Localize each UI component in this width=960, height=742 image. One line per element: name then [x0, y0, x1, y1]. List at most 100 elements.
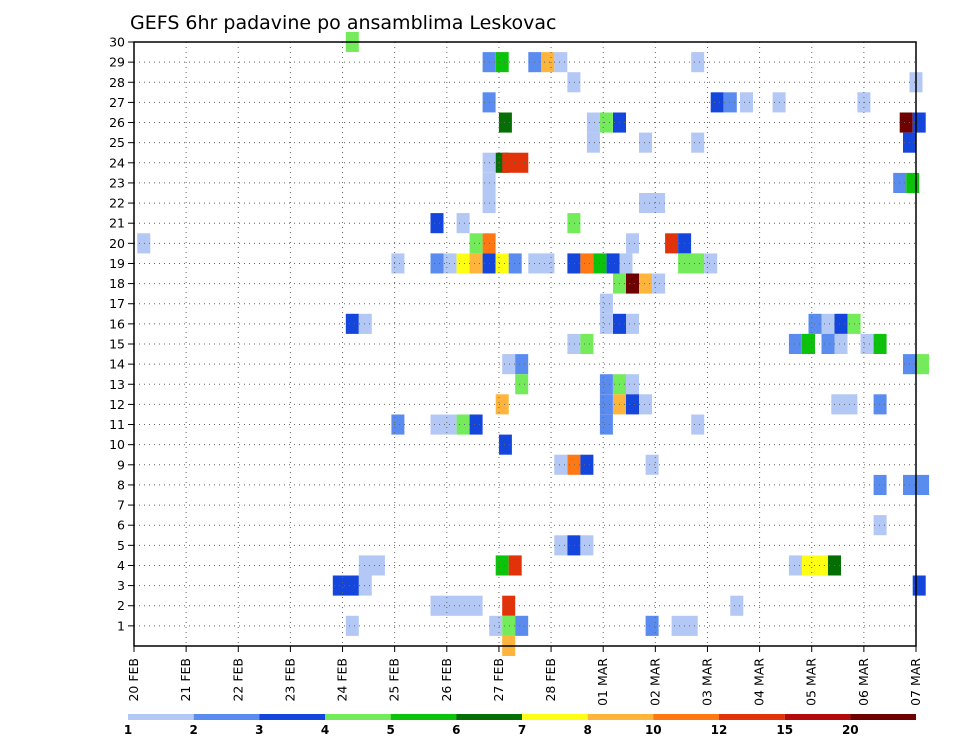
heatmap-cell: [599, 293, 613, 314]
x-tick-label: 27 FEB: [491, 658, 506, 702]
heatmap-cell: [469, 253, 483, 274]
color-legend: 1 2 3 4 5 6 7 8 10 12 15 20: [124, 714, 916, 737]
x-tick-label: 23 FEB: [282, 658, 297, 702]
axes: 1234567891011121314151617181920212223242…: [109, 35, 923, 706]
legend-label: 4: [321, 723, 329, 737]
heatmap-cell: [873, 515, 887, 536]
legend-label: 3: [255, 723, 263, 737]
heatmap-cell: [599, 112, 613, 133]
heatmap-cell: [639, 394, 652, 415]
heatmap-cell: [345, 313, 359, 334]
chart-title: GEFS 6hr padavine po ansamblima Leskovac: [130, 12, 557, 34]
heatmap-cell: [599, 414, 613, 435]
legend-swatch: [456, 714, 522, 720]
y-tick-label: 16: [109, 316, 125, 331]
heatmap-cell: [358, 313, 372, 334]
heatmap-cell: [430, 595, 483, 616]
heatmap-cell: [567, 535, 581, 556]
heatmap-cell: [502, 615, 516, 636]
heatmap-cell: [580, 253, 594, 274]
heatmap-cell: [619, 253, 633, 274]
heatmap-cell: [515, 374, 529, 395]
heatmap-cell: [691, 132, 705, 153]
heatmap-cell: [639, 132, 652, 153]
legend-label: 5: [387, 723, 395, 737]
y-tick-label: 17: [109, 296, 125, 311]
heatmap-cell: [873, 474, 887, 495]
y-tick-label: 27: [109, 95, 125, 110]
legend-label: 12: [711, 723, 728, 737]
x-tick-label: 22 FEB: [230, 658, 245, 702]
heatmap-cell: [430, 253, 444, 274]
heatmap-cell: [391, 253, 405, 274]
heatmap-cell: [678, 253, 705, 274]
legend-label: 15: [776, 723, 793, 737]
y-tick-label: 25: [109, 135, 125, 150]
y-tick-label: 22: [109, 196, 125, 211]
y-tick-label: 24: [109, 155, 125, 170]
x-tick-label: 26 FEB: [439, 658, 454, 702]
y-tick-label: 4: [117, 558, 125, 573]
y-tick-label: 29: [109, 55, 125, 70]
heatmap-cell: [691, 52, 705, 73]
heatmap-cell: [626, 374, 639, 395]
legend-label: 6: [452, 723, 460, 737]
heatmap-cell: [430, 414, 457, 435]
heatmap-cell: [652, 273, 666, 294]
legend-swatch: [325, 714, 391, 720]
heatmap-cell: [873, 394, 887, 415]
heatmap-cell: [586, 132, 600, 153]
heatmap-cell: [541, 52, 555, 73]
y-tick-label: 12: [109, 397, 125, 412]
y-tick-label: 18: [109, 276, 125, 291]
legend-label: 20: [842, 723, 859, 737]
y-tick-label: 10: [109, 437, 125, 452]
y-tick-label: 6: [117, 518, 125, 533]
legend-swatch: [850, 714, 916, 720]
y-tick-label: 23: [109, 175, 125, 190]
heatmap-cell: [710, 92, 724, 113]
heatmap-cell: [916, 354, 929, 375]
heatmap-cell: [515, 615, 529, 636]
heatmap-cell: [332, 575, 359, 596]
legend-label: 1: [124, 723, 132, 737]
heatmap-cell: [821, 333, 835, 354]
heatmap-cell: [528, 253, 555, 274]
heatmap-cell: [469, 414, 483, 435]
heatmap-cell: [834, 313, 848, 334]
x-tick-label: 25 FEB: [387, 658, 402, 702]
heatmap-cell: [554, 454, 568, 475]
heatmap-cell: [137, 233, 151, 254]
legend-swatch: [653, 714, 719, 720]
heatmap-cell: [645, 454, 659, 475]
x-tick-label: 01 MAR: [595, 658, 610, 706]
heatmap-cell: [626, 394, 639, 415]
heatmap-cell: [345, 615, 359, 636]
heatmap-cell: [567, 253, 581, 274]
heatmap-cell: [580, 333, 594, 354]
y-tick-label: 15: [109, 337, 125, 352]
heatmap-cell: [606, 253, 620, 274]
heatmap-cell: [430, 213, 444, 234]
x-tick-label: 28 FEB: [543, 658, 558, 702]
heatmap-cell: [599, 313, 613, 334]
y-tick-label: 19: [109, 256, 125, 271]
heatmap-cell: [508, 555, 522, 576]
heatmap-cell: [626, 273, 639, 294]
heatmap-cell: [498, 434, 512, 455]
x-tick-label: 05 MAR: [804, 658, 819, 706]
heatmap-cell: [834, 333, 848, 354]
x-tick-label: 06 MAR: [856, 658, 871, 706]
heatmap-cell: [873, 333, 887, 354]
y-tick-label: 30: [109, 35, 125, 50]
grid-lines: [134, 42, 916, 646]
heatmap-cell: [508, 253, 522, 274]
heatmap-cell: [586, 112, 600, 133]
heatmap-cell: [788, 555, 802, 576]
heatmap-cell: [456, 213, 470, 234]
x-tick-label: 07 MAR: [908, 658, 923, 706]
y-tick-label: 3: [117, 578, 125, 593]
heatmap-cell: [502, 595, 516, 616]
heatmap-cell: [802, 555, 829, 576]
